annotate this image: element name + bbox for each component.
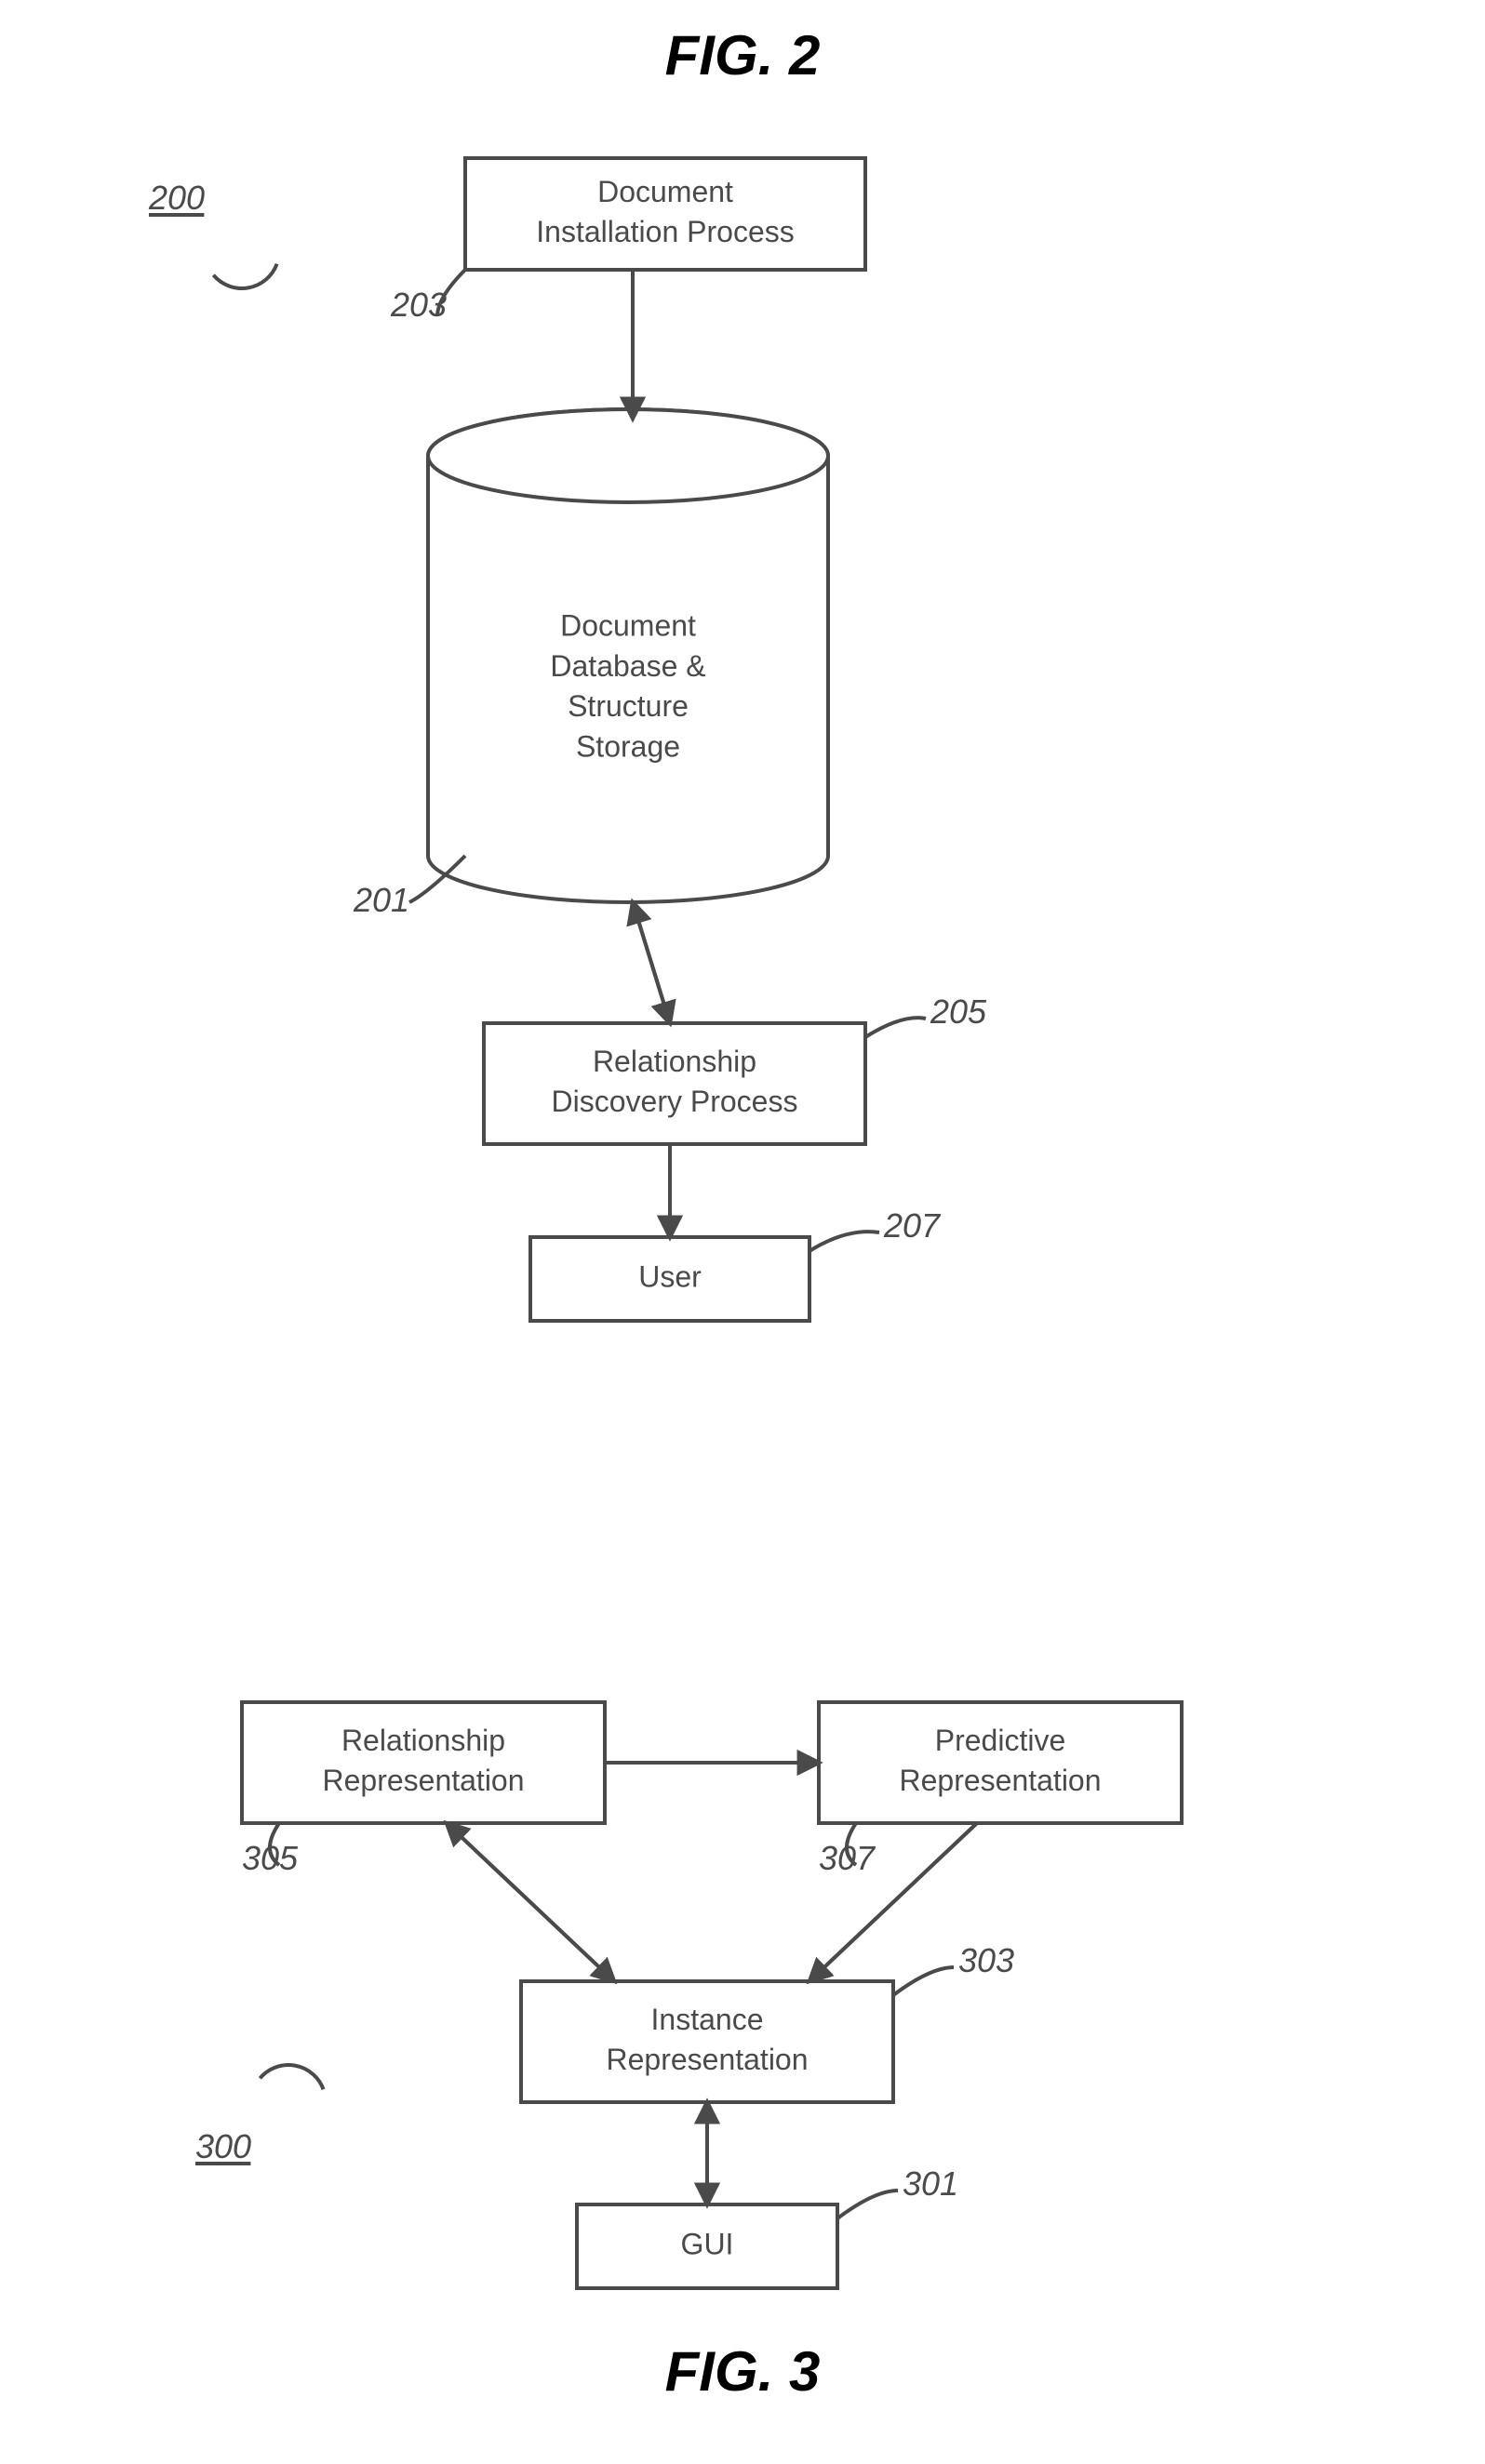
edge-relrep-instrep [447,1823,614,1981]
node-discovery-label-0: Relationship [593,1045,756,1078]
leader-205 [865,1018,926,1037]
ref-301: 301 [903,2164,958,2203]
node-predrep-label-0: Predictive [935,1724,1066,1757]
node-user-label-0: User [638,1259,702,1293]
system-ref-300: 300 [195,2127,251,2165]
system-ref-200-leader [213,264,276,288]
node-discovery-label-1: Discovery Process [552,1085,798,1118]
edge-db-discovery [633,902,670,1023]
node-discovery [484,1023,865,1144]
node-db-top [428,409,828,502]
node-relrep-label-0: Relationship [341,1724,505,1757]
ref-303: 303 [958,1941,1014,1979]
node-predrep [819,1702,1182,1823]
node-instrep [521,1981,893,2102]
ref-201: 201 [353,881,409,919]
system-ref-300-leader [260,2065,323,2089]
system-ref-200: 200 [148,179,205,217]
node-relrep [242,1702,605,1823]
node-install-label-1: Installation Process [536,215,794,248]
node-db-label-2: Structure [568,689,689,723]
leader-303 [893,1967,954,1995]
node-install-label-0: Document [597,175,733,208]
node-db-label-3: Storage [576,729,680,763]
node-gui-label-0: GUI [681,2227,734,2260]
figure-title: FIG. 2 [665,24,821,87]
node-relrep-label-1: Representation [322,1764,524,1797]
figure-title: FIG. 3 [665,2340,821,2403]
node-predrep-label-1: Representation [899,1764,1101,1797]
node-db-label-0: Document [560,609,696,643]
leader-301 [837,2191,898,2218]
ref-207: 207 [883,1206,942,1245]
leader-207 [809,1232,879,1251]
node-db-label-1: Database & [550,649,705,683]
node-instrep-label-0: Instance [651,2003,764,2036]
ref-205: 205 [930,992,987,1031]
node-instrep-label-1: Representation [606,2043,808,2076]
